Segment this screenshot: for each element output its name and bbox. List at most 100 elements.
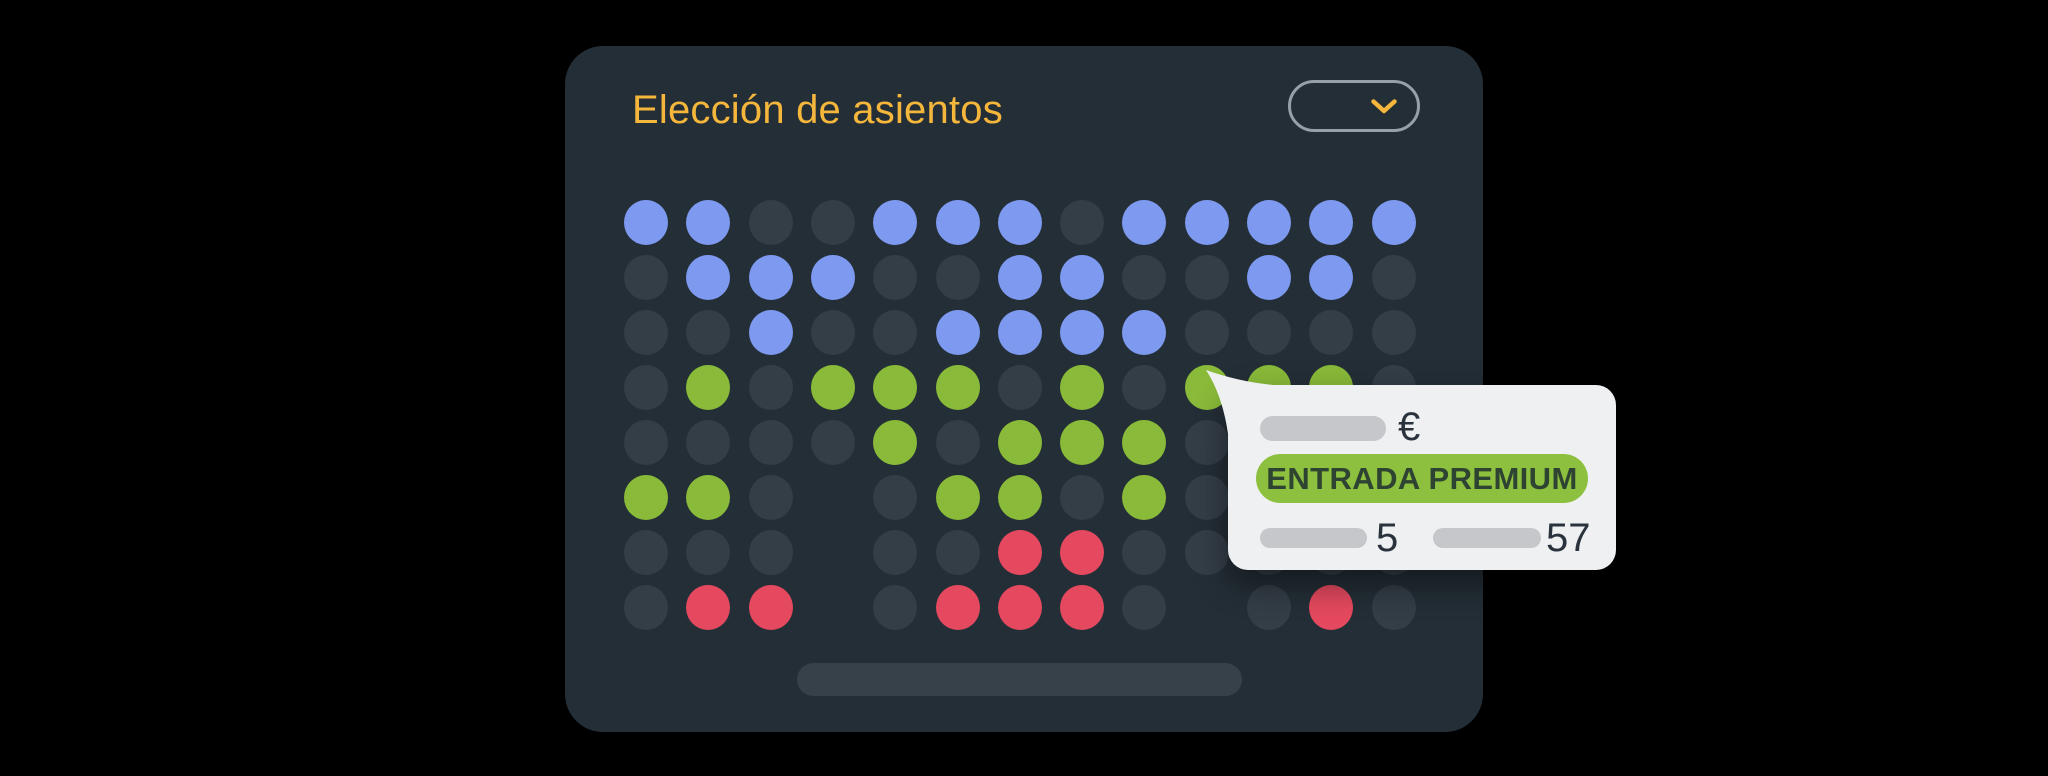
seat-unavailable	[624, 254, 668, 300]
seat-unavailable	[1371, 584, 1416, 630]
seat-premium[interactable]	[1060, 364, 1105, 410]
seat-grid	[565, 46, 1483, 732]
seat-unavailable	[1122, 254, 1167, 300]
seat-unavailable	[748, 364, 793, 410]
seat-available[interactable]	[997, 199, 1042, 245]
seat-occupied	[935, 584, 980, 630]
seat-premium[interactable]	[1060, 419, 1105, 465]
seat-available[interactable]	[748, 309, 793, 355]
seat-unavailable	[748, 474, 793, 520]
seat-available[interactable]	[1184, 199, 1229, 245]
seat-unavailable	[935, 419, 980, 465]
seat-unavailable	[1060, 474, 1105, 520]
price-placeholder-bar	[1260, 416, 1386, 441]
seat-premium[interactable]	[1122, 419, 1167, 465]
seat-unavailable	[624, 364, 668, 410]
seat-options-dropdown[interactable]	[1288, 80, 1420, 132]
ticket-type-badge: ENTRADA PREMIUM	[1256, 454, 1588, 503]
seat-unavailable	[686, 419, 731, 465]
seat-unavailable	[997, 364, 1042, 410]
seat-unavailable	[1122, 364, 1167, 410]
seat-unavailable	[624, 419, 668, 465]
seat-available[interactable]	[810, 254, 855, 300]
seat-unavailable	[1184, 474, 1229, 520]
seat-unavailable	[624, 309, 668, 355]
seat-placeholder-bar	[1433, 528, 1541, 548]
seat-occupied	[686, 584, 731, 630]
seat-premium[interactable]	[873, 419, 918, 465]
chevron-down-icon	[1371, 98, 1397, 113]
seat-info-tooltip: € ENTRADA PREMIUM 5 57	[1206, 370, 1616, 570]
seat-available[interactable]	[686, 254, 731, 300]
seat-premium[interactable]	[935, 364, 980, 410]
ticket-type-label: ENTRADA PREMIUM	[1266, 460, 1578, 496]
seat-unavailable	[1184, 419, 1229, 465]
seat-premium[interactable]	[810, 364, 855, 410]
seat-available[interactable]	[1309, 199, 1354, 245]
seat-unavailable	[873, 254, 918, 300]
seat-premium[interactable]	[997, 474, 1042, 520]
seat-unavailable	[748, 529, 793, 575]
seat-available[interactable]	[997, 309, 1042, 355]
seat-unavailable	[873, 474, 918, 520]
seat-available[interactable]	[1122, 199, 1167, 245]
seat-unavailable	[1247, 584, 1291, 630]
seat-occupied	[1309, 584, 1354, 630]
seat-unavailable	[686, 529, 731, 575]
seat-unavailable	[810, 199, 855, 245]
seat-unavailable	[1060, 199, 1105, 245]
seat-available[interactable]	[1309, 254, 1354, 300]
seat-unavailable	[1247, 309, 1291, 355]
seat-unavailable	[1309, 309, 1354, 355]
seat-unavailable	[748, 199, 793, 245]
seat-available[interactable]	[1247, 254, 1291, 300]
currency-symbol: €	[1398, 405, 1421, 449]
seat-unavailable	[1184, 529, 1229, 575]
seat-unavailable	[1184, 254, 1229, 300]
seat-occupied	[997, 584, 1042, 630]
seat-premium[interactable]	[873, 364, 918, 410]
seat-available[interactable]	[1371, 199, 1416, 245]
seat-number-value: 57	[1546, 516, 1591, 560]
seat-unavailable	[935, 254, 980, 300]
seat-occupied	[1060, 584, 1105, 630]
seat-unavailable	[810, 309, 855, 355]
seat-available[interactable]	[1247, 199, 1291, 245]
seat-unavailable	[873, 584, 918, 630]
seat-occupied	[1060, 529, 1105, 575]
seat-unavailable	[1184, 309, 1229, 355]
seat-available[interactable]	[748, 254, 793, 300]
seat-premium[interactable]	[624, 474, 668, 520]
seat-unavailable	[748, 419, 793, 465]
seat-available[interactable]	[935, 309, 980, 355]
seat-unavailable	[1122, 584, 1167, 630]
seat-available[interactable]	[686, 199, 731, 245]
row-placeholder-bar	[1260, 528, 1367, 548]
seat-unavailable	[935, 529, 980, 575]
seat-available[interactable]	[935, 199, 980, 245]
seat-premium[interactable]	[686, 364, 731, 410]
seat-available[interactable]	[997, 254, 1042, 300]
seat-unavailable	[686, 309, 731, 355]
tooltip-pointer	[1206, 370, 1274, 434]
seat-available[interactable]	[1060, 309, 1105, 355]
seat-unavailable	[1371, 254, 1416, 300]
seat-unavailable	[624, 529, 668, 575]
page-title: Elección de asientos	[632, 88, 1003, 132]
seat-unavailable	[1371, 309, 1416, 355]
seat-premium[interactable]	[935, 474, 980, 520]
seat-premium[interactable]	[686, 474, 731, 520]
seat-available[interactable]	[1060, 254, 1105, 300]
seat-unavailable	[873, 529, 918, 575]
seat-available[interactable]	[624, 199, 668, 245]
seat-unavailable	[873, 309, 918, 355]
screen-indicator-bar	[797, 663, 1242, 696]
seat-premium[interactable]	[1122, 474, 1167, 520]
seat-available[interactable]	[1122, 309, 1167, 355]
seat-premium[interactable]	[997, 419, 1042, 465]
seat-unavailable	[624, 584, 668, 630]
seat-available[interactable]	[873, 199, 918, 245]
seat-unavailable	[810, 419, 855, 465]
row-number-value: 5	[1376, 516, 1399, 560]
